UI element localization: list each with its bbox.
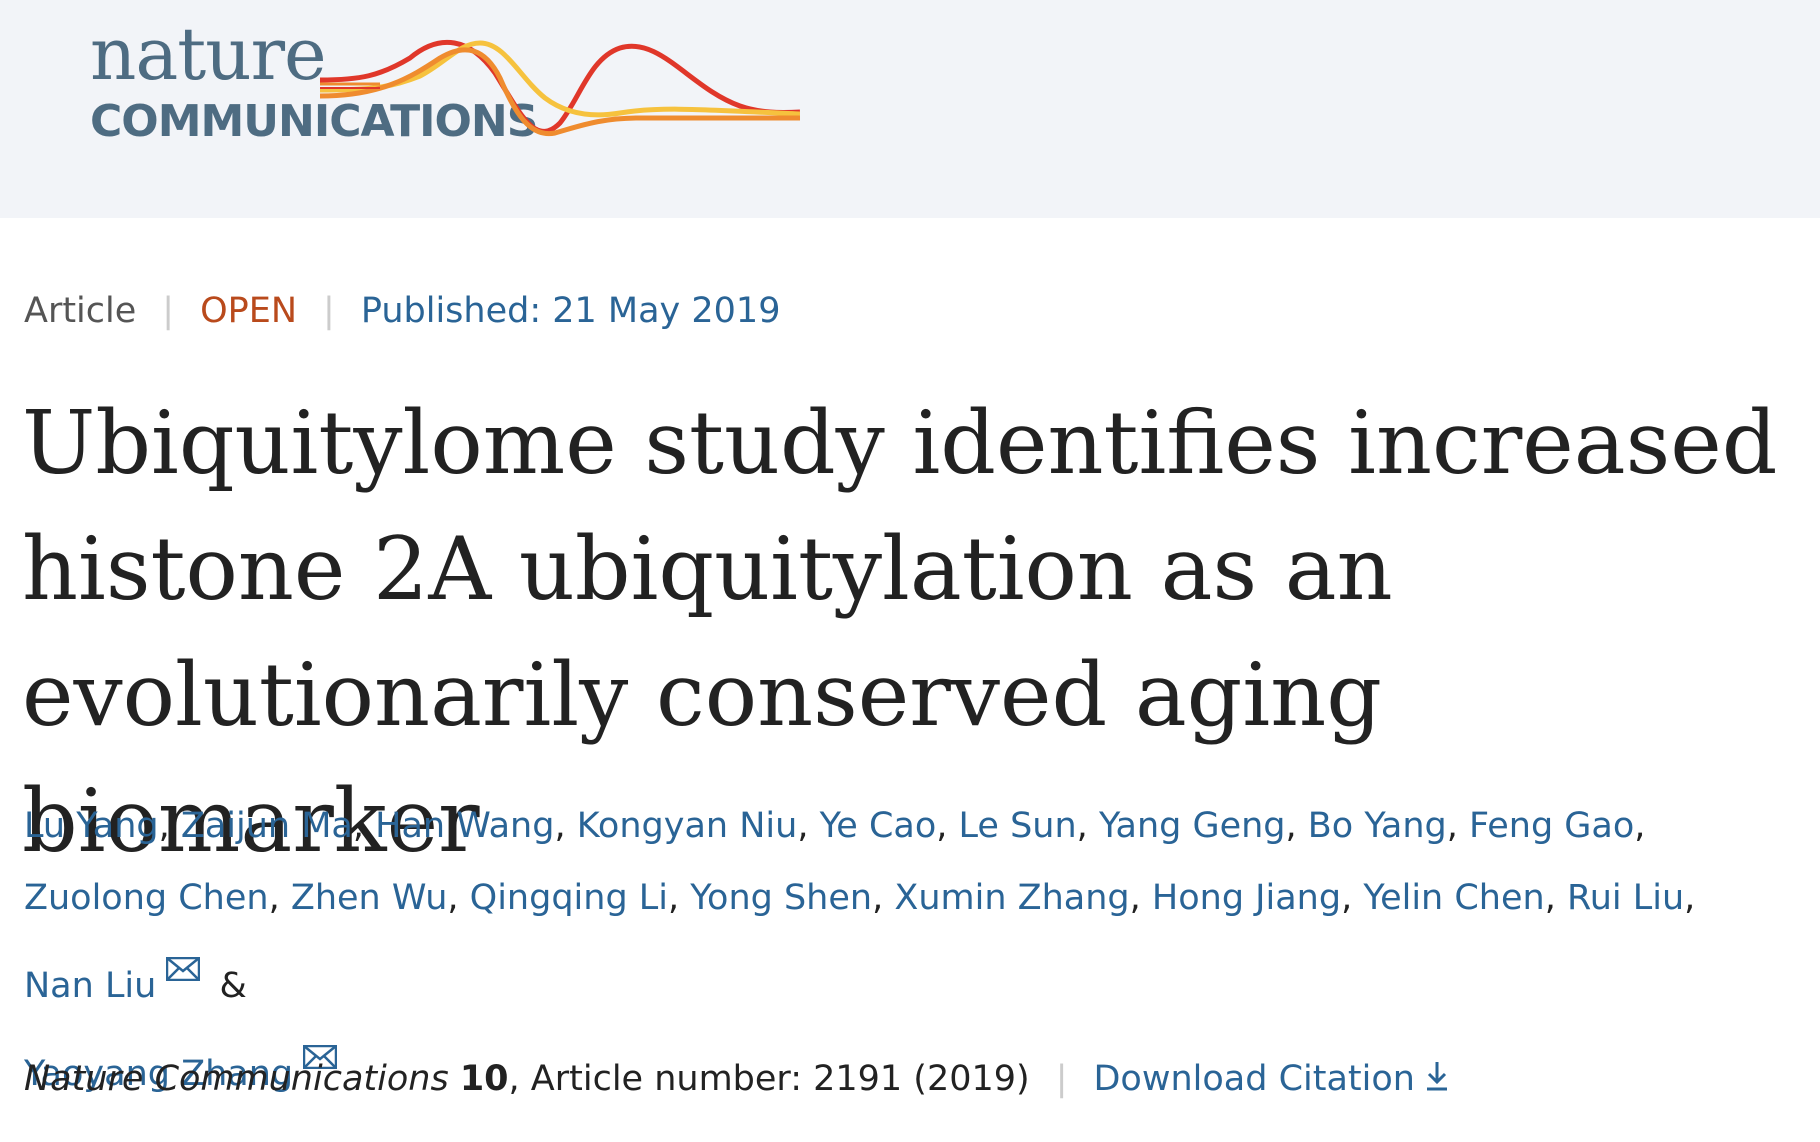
author-link[interactable]: Xumin Zhang: [894, 878, 1130, 918]
author-list: Lu Yang, Zaijun Ma, Han Wang, Kongyan Ni…: [24, 806, 1696, 1094]
download-citation-link[interactable]: Download Citation: [1093, 1059, 1448, 1099]
author-link[interactable]: Qingqing Li: [469, 878, 669, 918]
article-title: Ubiquitylome study identifies increased …: [22, 392, 1778, 872]
author-link[interactable]: Zuolong Chen: [24, 878, 269, 918]
author-link[interactable]: Zhen Wu: [290, 878, 448, 918]
article-meta: Article | OPEN | Published: 21 May 2019: [24, 290, 780, 332]
mail-icon[interactable]: [166, 934, 201, 1006]
citation-line: Nature Communications 10, Article number…: [24, 1058, 1449, 1102]
author-link[interactable]: Le Sun: [958, 806, 1077, 846]
author-link[interactable]: Ye Cao: [819, 806, 937, 846]
download-citation-label: Download Citation: [1093, 1059, 1415, 1099]
author-link[interactable]: Yaoyang Zhang: [24, 1054, 294, 1094]
meta-divider: |: [162, 291, 175, 331]
author-link[interactable]: Rui Liu: [1566, 878, 1685, 918]
article-type: Article: [24, 291, 137, 331]
open-access-badge: OPEN: [200, 291, 298, 331]
author-link[interactable]: Han Wang: [375, 806, 555, 846]
author-link[interactable]: Yelin Chen: [1363, 878, 1545, 918]
meta-divider: |: [323, 291, 335, 331]
author-link[interactable]: Feng Gao: [1469, 806, 1635, 846]
author-link[interactable]: Kongyan Niu: [576, 806, 798, 846]
author-link[interactable]: Lu Yang: [24, 806, 159, 846]
published-date: Published: 21 May 2019: [360, 291, 781, 331]
article-number: , Article number: 2191 (2019): [508, 1059, 1030, 1099]
author-ampersand: &: [219, 966, 247, 1006]
author-link[interactable]: Nan Liu: [24, 966, 157, 1006]
journal-name: Nature Communications: [24, 1059, 449, 1099]
logo-wordmark-nature: nature: [90, 12, 327, 96]
journal-logo[interactable]: nature COMMUNICATIONS: [0, 0, 820, 160]
site-header: nature COMMUNICATIONS: [0, 0, 1820, 218]
author-link[interactable]: Bo Yang: [1307, 806, 1447, 846]
volume-number: 10: [459, 1059, 509, 1099]
author-link[interactable]: Yang Geng: [1098, 806, 1286, 846]
mail-icon[interactable]: [302, 1022, 338, 1094]
logo-swoosh-graphic: [320, 40, 800, 137]
author-link[interactable]: Zaijun Ma: [180, 806, 353, 846]
author-link[interactable]: Yong Shen: [690, 878, 873, 918]
author-link[interactable]: Hong Jiang: [1151, 878, 1342, 918]
download-arrow-icon: [1425, 1060, 1449, 1102]
logo-wordmark-communications: COMMUNICATIONS: [90, 96, 538, 147]
citation-divider: |: [1055, 1059, 1068, 1099]
